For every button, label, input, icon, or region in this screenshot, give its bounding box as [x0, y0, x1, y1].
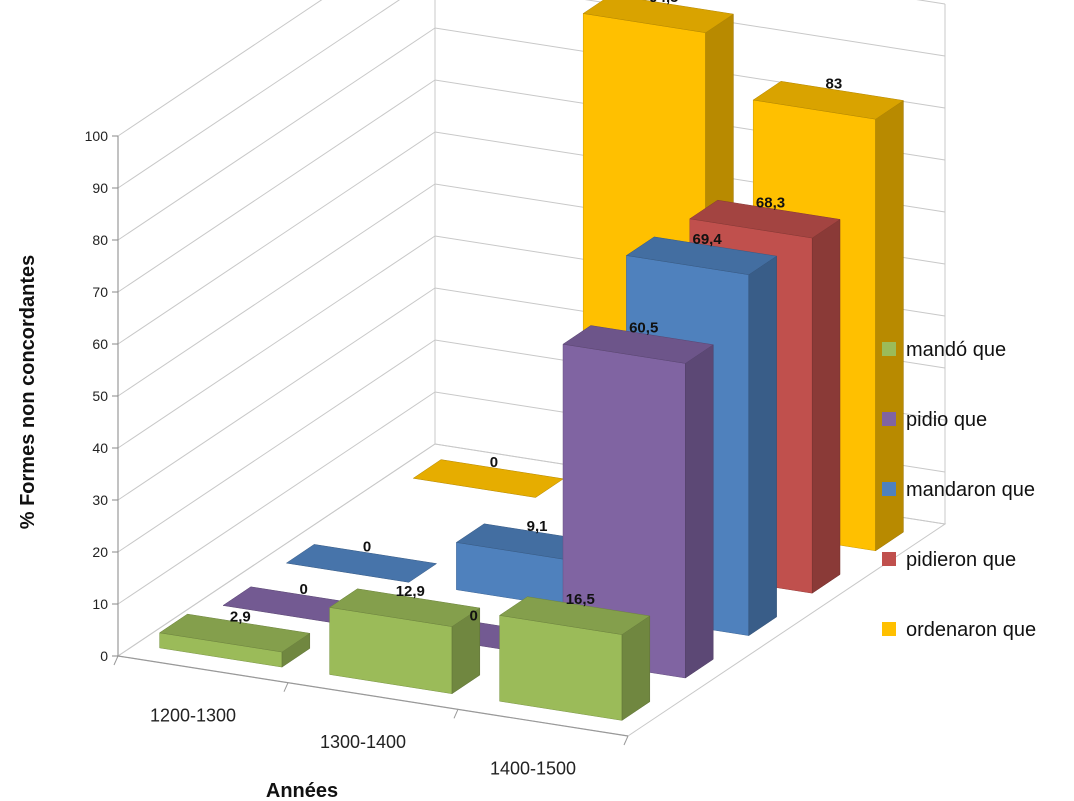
bar-side-face	[685, 344, 714, 679]
bar	[285, 544, 438, 583]
legend-label: mandaron que	[906, 479, 1035, 501]
bar	[328, 588, 481, 695]
y-axis-title: % Formes non concordantes	[17, 255, 39, 530]
chart-walls	[113, 0, 947, 746]
bar	[562, 325, 714, 679]
bar-top-face	[752, 81, 905, 120]
bar-top-face	[158, 613, 311, 653]
legend-item: pidio que	[882, 409, 987, 431]
x-tick-mark	[283, 682, 289, 692]
x-tick-mark	[623, 735, 629, 746]
legend: mandó que pidio que mandaron que pidieron q…	[882, 339, 1036, 641]
legend-item: mandó que	[882, 339, 1006, 361]
legend-swatch	[882, 412, 896, 426]
x-axis-line	[117, 655, 629, 737]
data-label: 0	[300, 581, 308, 598]
legend-item: pidieron que	[882, 549, 1016, 571]
y-tick-label: 10	[92, 596, 108, 612]
bar-top-face	[328, 588, 481, 627]
data-label: 9,1	[527, 518, 548, 535]
y-tick-label: 20	[92, 544, 108, 560]
y-tick-label: 70	[92, 284, 108, 300]
data-label: 2,9	[230, 608, 251, 625]
legend-swatch	[882, 622, 896, 636]
data-label: 0	[470, 608, 478, 625]
y-tick-label: 40	[92, 440, 108, 456]
legend-label: mandó que	[906, 339, 1006, 361]
data-labels: 0 94,5 83 68,3 0 9,1 69,4 0 0 60,5 2,9 12,9 16,5	[230, 0, 842, 625]
data-label: 69,4	[692, 231, 722, 248]
bar-top-face	[285, 544, 438, 583]
y-tick-label: 0	[100, 648, 108, 664]
x-axis-categories: 1200-1300 1300-1400 1400-1500	[150, 705, 576, 778]
bar-top-face	[689, 199, 841, 239]
gridline	[117, 0, 946, 189]
data-label: 83	[826, 76, 843, 93]
data-label: 60,5	[629, 320, 658, 337]
y-tick-label: 90	[92, 180, 108, 196]
x-tick-mark	[453, 709, 459, 719]
bar	[412, 459, 565, 498]
data-label: 68,3	[756, 194, 785, 211]
data-label: 94,5	[649, 0, 678, 6]
data-label: 12,9	[396, 583, 425, 600]
x-category-label: 1200-1300	[150, 705, 236, 725]
x-category-label: 1400-1500	[490, 759, 576, 779]
legend-item: mandaron que	[882, 479, 1035, 501]
legend-label: pidio que	[906, 409, 987, 431]
gridline	[117, 27, 946, 241]
x-tick-mark	[113, 655, 119, 666]
y-tick-label: 80	[92, 232, 108, 248]
bar-top-face	[562, 325, 714, 364]
data-label: 0	[363, 539, 371, 556]
legend-swatch	[882, 342, 896, 356]
bar-side-face	[748, 255, 777, 637]
chart-bars	[158, 0, 905, 721]
y-axis-ticks: 0 10 20 30 40 50 60 70 80 90 100	[85, 128, 118, 664]
legend-label: pidieron que	[906, 549, 1016, 571]
bar-side-face	[811, 218, 841, 594]
bar	[158, 613, 311, 668]
bar-top-face	[498, 596, 651, 635]
legend-swatch	[882, 482, 896, 496]
data-label: 0	[490, 454, 498, 471]
legend-label: ordenaron que	[906, 619, 1036, 641]
y-tick-label: 100	[85, 128, 109, 144]
y-tick-label: 30	[92, 492, 108, 508]
legend-item: ordenaron que	[882, 619, 1036, 641]
y-tick-label: 50	[92, 388, 108, 404]
y-tick-label: 60	[92, 336, 108, 352]
bar	[498, 596, 651, 721]
x-category-label: 1300-1400	[320, 732, 406, 752]
data-label: 16,5	[566, 591, 595, 608]
legend-swatch	[882, 552, 896, 566]
bar-top-face	[625, 236, 778, 275]
bar-top-face	[582, 0, 735, 33]
bar-top-face	[412, 459, 565, 498]
gridline	[117, 0, 946, 137]
x-axis-title: Années	[266, 780, 338, 801]
